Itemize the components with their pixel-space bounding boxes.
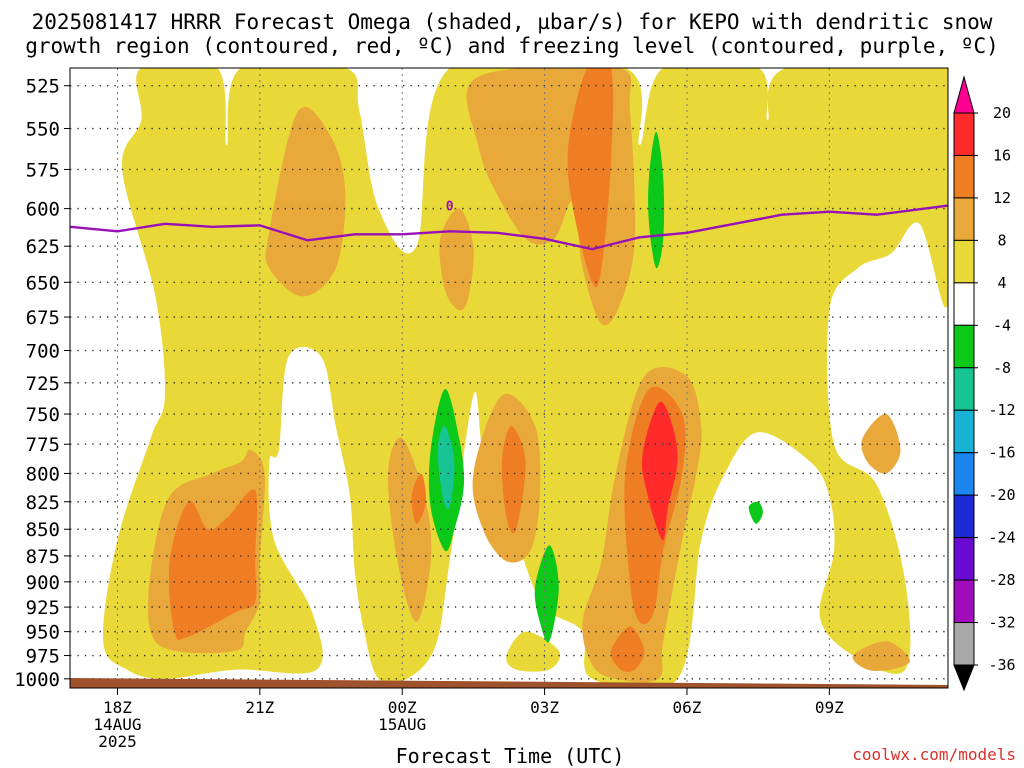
colorbar-box-1: [953, 112, 975, 156]
y-tick-label-775: 775: [26, 434, 60, 456]
omega-region-17: [641, 401, 678, 541]
y-tick-label-700: 700: [26, 341, 60, 363]
colorbar-box-8: [953, 409, 975, 454]
colorbar-label--28: -28: [988, 571, 1015, 589]
y-tick-label-1000: 1000: [14, 669, 60, 691]
omega-region-2: [265, 106, 346, 297]
omega-region-13: [501, 426, 526, 534]
y-tick-label-550: 550: [26, 119, 60, 141]
colorbar-label--20: -20: [988, 486, 1015, 504]
y-tick-label-525: 525: [26, 76, 60, 98]
colorbar-label-12: 12: [993, 189, 1011, 207]
colorbar-bottom-arrow: [953, 664, 975, 692]
plot-frame: [69, 67, 949, 689]
colorbar-label--36: -36: [988, 656, 1015, 674]
y-tick-label-725: 725: [26, 373, 60, 395]
omega-region-11: [567, 68, 614, 288]
colorbar-label-16: 16: [993, 146, 1011, 164]
y-tick-label-800: 800: [26, 463, 60, 485]
colorbar-label--16: -16: [988, 444, 1015, 462]
omega-region-16: [168, 489, 258, 640]
colorbar-legend: 20 16 12 8 4 -4 -8 -12 -16 -20 -24 -28 -32 -36: [953, 75, 1016, 692]
y-tick-label-675: 675: [26, 307, 60, 329]
y-tick-label-950: 950: [26, 622, 60, 644]
colorbar-box-2: [953, 154, 975, 199]
omega-region-12: [411, 473, 427, 524]
y-tick-label-650: 650: [26, 272, 60, 294]
y-tick-label-750: 750: [26, 404, 60, 426]
omega-region-8: [861, 413, 901, 474]
plot-border: [69, 67, 949, 689]
y-tick-label-825: 825: [26, 492, 60, 514]
colorbar-label--8: -8: [993, 359, 1011, 377]
x-tick-label-03Z: 03Z: [530, 698, 559, 717]
grid-lines: [70, 68, 948, 688]
colorbar-label--32: -32: [988, 614, 1015, 632]
y-tick-label-900: 900: [26, 572, 60, 594]
colorbar-box-3: [953, 197, 975, 241]
x-axis-title: Forecast Time (UTC): [395, 744, 625, 768]
x-tick-label-2025: 2025: [98, 732, 137, 751]
omega-region-22: [748, 501, 763, 524]
omega-region-19: [437, 426, 455, 510]
y-tick-label-600: 600: [26, 199, 60, 221]
x-tick-label-06Z: 06Z: [673, 698, 702, 717]
colorbar-label--12: -12: [988, 401, 1015, 419]
omega-region-20: [534, 545, 559, 643]
colorbar-top-arrow: [953, 75, 975, 114]
x-tick-label-14AUG: 14AUG: [93, 715, 141, 734]
ground-surface: [70, 678, 948, 688]
colorbar-box-6: [953, 324, 975, 369]
y-tick-label-975: 975: [26, 646, 60, 668]
y-tick-label-850: 850: [26, 519, 60, 541]
colorbar-box-11: [953, 537, 975, 581]
chart-title-line-1: 2025081417 HRRR Forecast Omega (shaded, …: [31, 10, 993, 34]
y-tick-label-575: 575: [26, 159, 60, 181]
x-tick-label-09Z: 09Z: [815, 698, 844, 717]
omega-region-21: [648, 131, 665, 269]
source-credit: coolwx.com/models: [852, 745, 1016, 764]
omega-region-9: [852, 641, 911, 672]
colorbar-box-10: [953, 494, 975, 539]
colorbar-label-20: 20: [993, 104, 1011, 122]
colorbar-label-4: 4: [997, 274, 1006, 292]
colorbar-label--24: -24: [988, 529, 1015, 547]
colorbar-box-5: [953, 282, 975, 326]
colorbar-box-4: [953, 239, 975, 284]
x-tick-label-21Z: 21Z: [245, 698, 274, 717]
omega-region-15: [610, 626, 645, 672]
chart-title-line-2: growth region (contoured, red, ºC) and f…: [25, 34, 999, 58]
y-tick-label-625: 625: [26, 236, 60, 258]
freezing-level-contour: 0: [69, 200, 949, 251]
y-axis-ticks: 525 550 575 600 625 650 675 700 725 750 775 800 825 8…: [14, 76, 70, 691]
omega-region-4: [439, 208, 474, 311]
y-tick-label-875: 875: [26, 546, 60, 568]
y-tick-label-925: 925: [26, 597, 60, 619]
colorbar-box-7: [953, 367, 975, 411]
colorbar-label--4: -4: [993, 316, 1011, 334]
colorbar-label-8: 8: [997, 231, 1006, 249]
colorbar-box-13: [953, 622, 975, 666]
x-tick-label-15AUG: 15AUG: [378, 715, 426, 734]
freezing-level-label: 0: [446, 200, 454, 215]
ground-strip: [70, 678, 948, 688]
freezing-level-line: [69, 204, 949, 251]
x-tick-label-00Z: 00Z: [388, 698, 417, 717]
omega-shading: [70, 68, 948, 688]
x-tick-label-18Z: 18Z: [103, 698, 132, 717]
colorbar-box-12: [953, 579, 975, 624]
colorbar-box-9: [953, 452, 975, 496]
